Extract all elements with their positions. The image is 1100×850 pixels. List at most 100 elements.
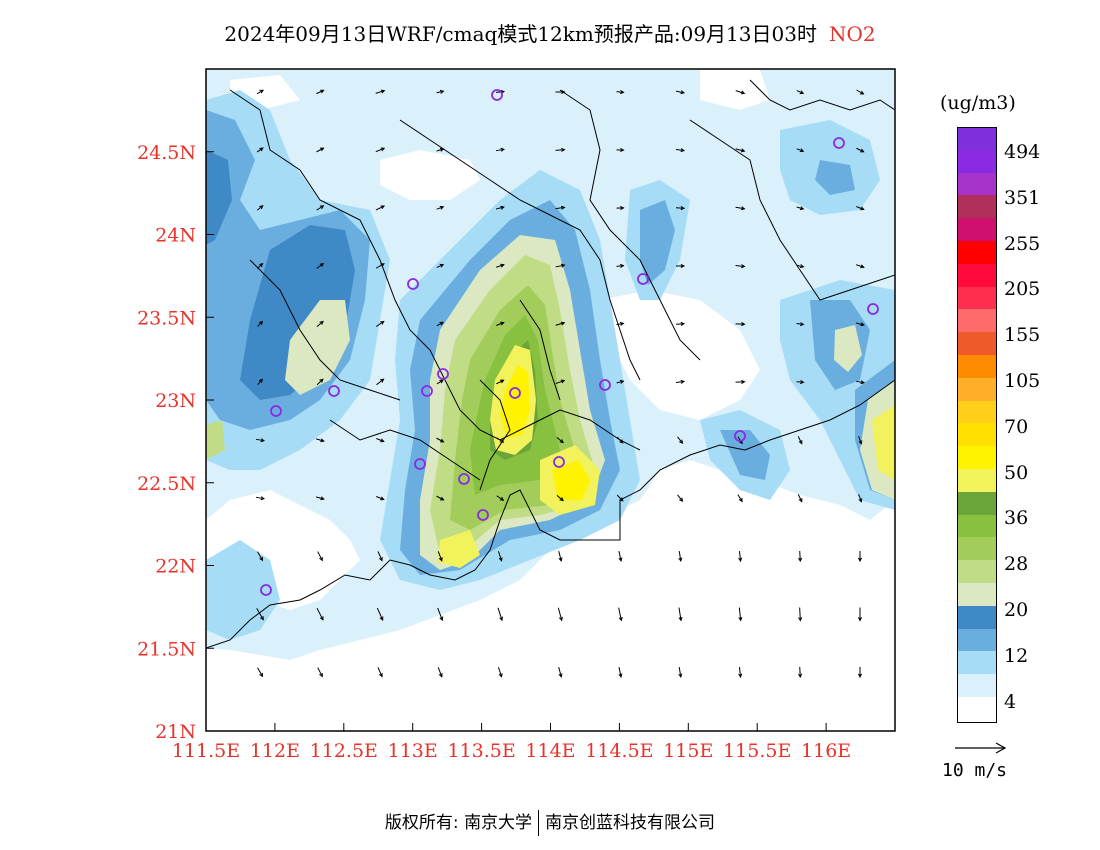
colorbar-swatch [957, 377, 997, 401]
wind-arrow [856, 264, 865, 269]
wind-arrow [737, 494, 743, 503]
station-marker [458, 473, 470, 485]
colorbar-swatch [957, 537, 997, 561]
wind-arrow [616, 379, 625, 384]
wind-arrow [855, 380, 866, 385]
wind-arrow [316, 378, 324, 386]
lat-label: 22N [155, 556, 196, 578]
wind-arrow [316, 147, 325, 153]
wind-arrow [678, 666, 683, 679]
colorbar-label: 494 [1004, 141, 1041, 163]
wind-arrow [797, 436, 803, 445]
wind-arrow [495, 147, 506, 152]
colorbar-swatch [957, 696, 997, 720]
wind-arrow [735, 379, 746, 384]
wind-arrow [436, 205, 445, 210]
wind-arrow [676, 263, 686, 269]
wind-arrow [316, 496, 325, 501]
wind-arrow [857, 551, 863, 563]
colorbar-swatch [957, 286, 997, 310]
colorbar-swatch [957, 491, 997, 515]
colorbar-swatch [957, 446, 997, 469]
wind-arrow [678, 607, 683, 622]
wind-arrow [675, 148, 686, 153]
wind-arrow [555, 321, 566, 326]
wind-arrow [437, 551, 443, 562]
wind-arrow [375, 263, 385, 269]
station-marker [260, 584, 272, 596]
wind-arrow [555, 263, 566, 268]
wind-arrow [675, 321, 686, 326]
wind-arrow [376, 378, 385, 386]
wind-arrow [618, 551, 623, 562]
wind-arrow [675, 90, 685, 95]
wind-arrow [316, 263, 325, 269]
wind-arrow [555, 89, 566, 95]
colorbar-swatch [957, 605, 997, 629]
lat-label: 21N [155, 721, 196, 743]
colorbar-label: 105 [1004, 370, 1041, 392]
wind-arrow [497, 667, 503, 678]
wind-arrow [796, 380, 805, 385]
wind-arrow [497, 551, 503, 562]
station-marker [637, 273, 649, 285]
wind-arrow [495, 205, 505, 210]
wind-arrow [556, 437, 564, 444]
station-marker [867, 303, 879, 315]
colorbar-label: 155 [1004, 324, 1041, 347]
wind-arrow [377, 667, 383, 678]
colorbar-label: 351 [1004, 186, 1041, 209]
wind-arrow [436, 89, 445, 94]
colorbar-label: 20 [1004, 599, 1029, 621]
station-marker [509, 387, 521, 399]
lat-label: 22.5N [137, 473, 196, 495]
wind-arrow [316, 607, 324, 621]
pollutant-label: NO2 [828, 22, 876, 46]
wind-arrow [558, 551, 563, 562]
colorbar-label: 205 [1004, 278, 1041, 301]
footer: 版权所有: 南京大学 南京创蓝科技有限公司 [0, 808, 1100, 836]
wind-vectors [255, 89, 866, 679]
wind-arrow [496, 495, 505, 501]
wind-arrow [496, 263, 505, 268]
colorbar-swatch [957, 582, 997, 606]
colorbar-swatch [957, 195, 997, 219]
station-marker [328, 385, 340, 397]
page-title: 2024年09月13日WRF/cmaq模式12km预报产品:09月13日03时 N… [0, 18, 1100, 47]
station-marker [414, 458, 426, 470]
wind-arrow [257, 262, 264, 269]
wind-arrow [618, 607, 623, 622]
station-marker [491, 89, 503, 101]
footer-separator [538, 810, 540, 836]
colorbar [957, 127, 997, 720]
station-marker [421, 385, 433, 397]
lon-label: 113E [388, 740, 438, 762]
wind-arrow [856, 206, 865, 211]
colorbar-swatch [957, 514, 997, 538]
station-marker [477, 509, 489, 521]
station-marker [437, 368, 449, 380]
wind-arrow [555, 379, 566, 385]
org-chuanglan: 南京创蓝科技有限公司 [545, 813, 716, 833]
colorbar-label: 70 [1004, 415, 1029, 438]
station-marker [833, 137, 845, 149]
wind-arrow [857, 667, 863, 679]
wind-arrow [856, 89, 865, 95]
wind-arrow [798, 550, 803, 563]
wind-arrow [437, 607, 444, 622]
title-text: 2024年09月13日WRF/cmaq模式12km预报产品:09月13日03时 [224, 22, 817, 46]
wind-arrow [256, 205, 264, 211]
wind-arrow [557, 607, 563, 622]
wind-arrow [255, 438, 266, 443]
wind-arrow [497, 607, 504, 622]
wind-arrow [738, 607, 743, 622]
colorbar-label: 12 [1004, 644, 1029, 667]
wind-arrow [375, 147, 386, 153]
wind-arrow [796, 206, 805, 211]
wind-arrow [376, 607, 384, 621]
wind-arrow [496, 321, 505, 326]
wind-arrow [616, 436, 624, 444]
colorbar-swatch [957, 332, 997, 355]
colorbar-swatch [957, 127, 997, 150]
